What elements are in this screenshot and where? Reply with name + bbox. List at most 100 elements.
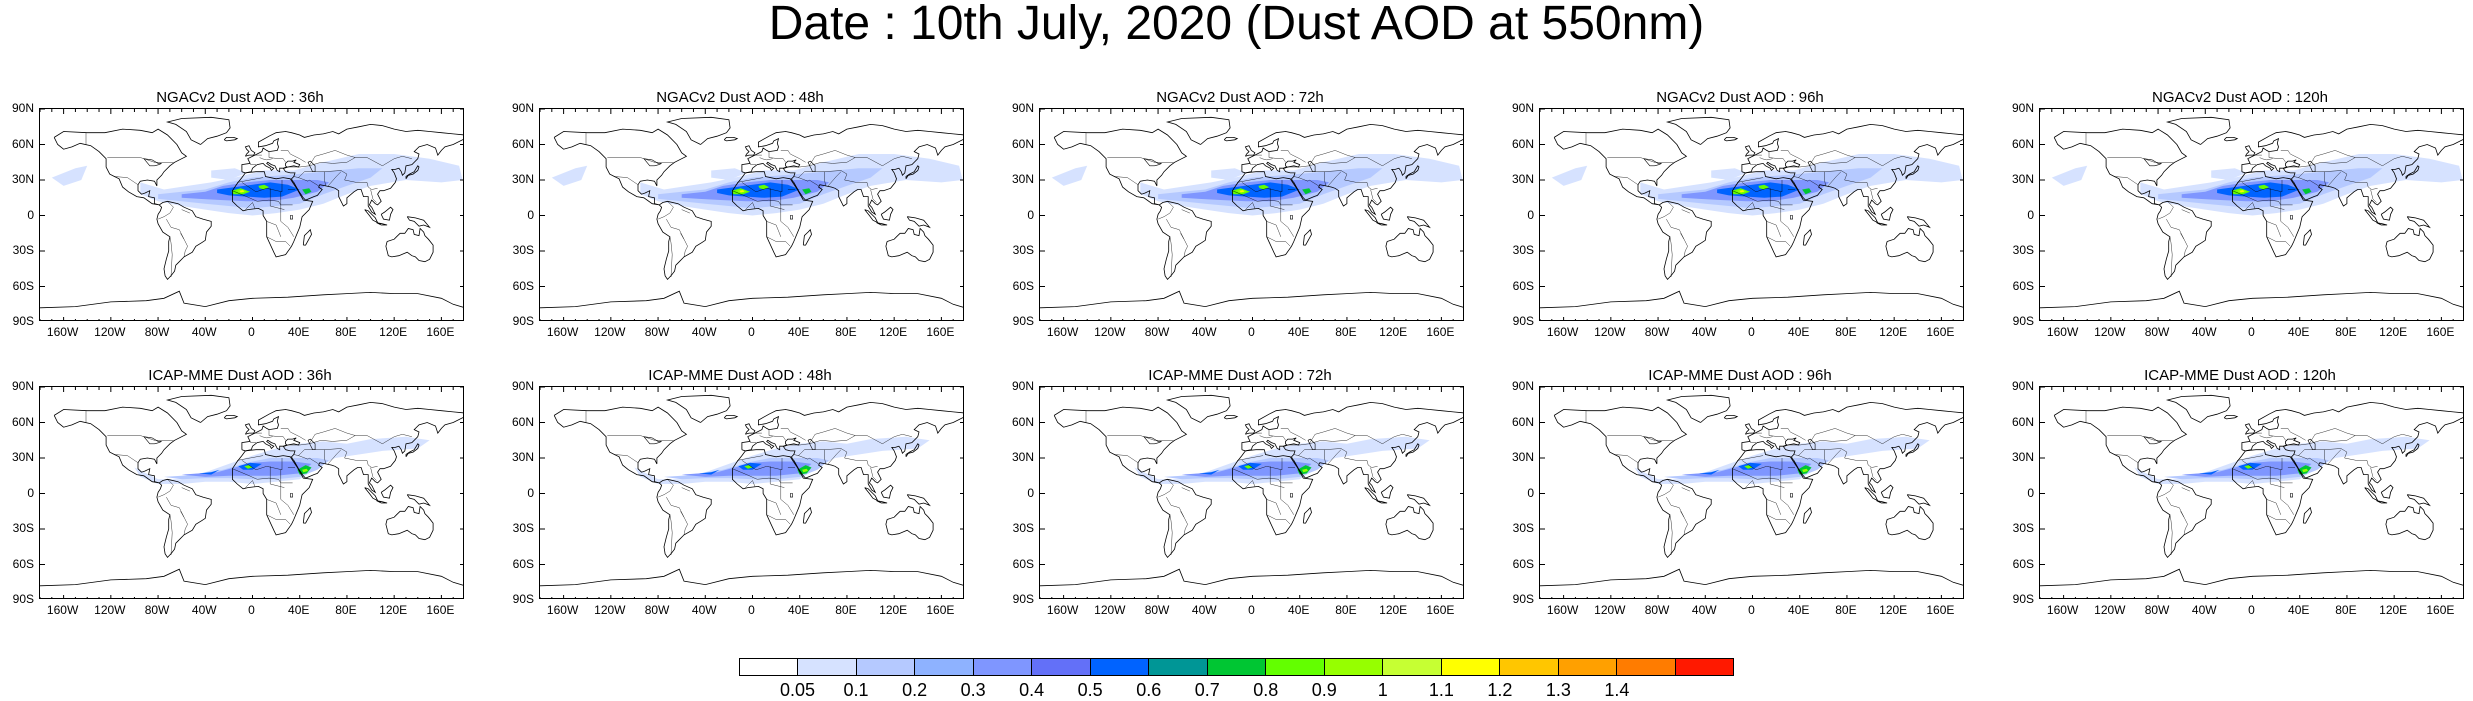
country-border — [669, 236, 673, 278]
country-border — [2286, 150, 2356, 168]
country-border — [1327, 449, 1342, 465]
country-border — [798, 449, 826, 464]
lat-label: 90S — [12, 592, 34, 606]
country-border — [1370, 467, 1377, 481]
lat-label: 90S — [1512, 314, 1534, 328]
lat-label: 90S — [2012, 592, 2034, 606]
coastline — [302, 228, 312, 246]
country-border — [1268, 429, 1286, 441]
country-border — [2237, 177, 2264, 183]
map-canvas — [1540, 109, 1963, 320]
country-border — [180, 511, 188, 535]
lon-label: 40E — [1788, 603, 1810, 617]
lon-label: 120E — [1379, 325, 1408, 339]
coastline — [1405, 443, 1420, 458]
lon-label: 0 — [248, 325, 255, 339]
country-border — [327, 449, 342, 465]
coastline — [223, 136, 239, 142]
country-border — [1745, 480, 1756, 488]
country-border — [1741, 180, 1783, 193]
lat-label: 30N — [511, 450, 534, 464]
map-canvas — [2040, 109, 2463, 320]
lon-label: 80W — [1644, 603, 1670, 617]
dust-aod-map — [1039, 386, 1464, 599]
country-border — [1266, 499, 1281, 515]
lon-label: 40W — [2191, 325, 2217, 339]
country-border — [780, 150, 806, 163]
country-border — [870, 189, 877, 203]
coastline — [2156, 200, 2212, 281]
country-border — [1768, 429, 1786, 441]
map-canvas — [1540, 387, 1963, 598]
country-border — [658, 201, 674, 220]
coastline — [2376, 500, 2388, 504]
colorbar-label: 0.8 — [1253, 680, 1279, 700]
country-border — [766, 221, 781, 237]
country-border — [780, 469, 794, 515]
lon-label: 160W — [546, 325, 579, 339]
lon-label: 120W — [94, 603, 126, 617]
lat-label: 90N — [511, 379, 534, 393]
lon-label: 80E — [1835, 325, 1857, 339]
coastline — [665, 116, 731, 145]
coastline — [2156, 478, 2212, 559]
coastline — [1744, 423, 1756, 435]
lon-label: 80E — [835, 325, 857, 339]
map-panel: ICAP-MME Dust AOD : 48h 90N 60N 30N 0 30S 60S 9… — [500, 367, 980, 652]
country-border — [1766, 499, 1781, 515]
country-border — [158, 201, 174, 220]
coastline — [744, 145, 756, 157]
lon-label: 40W — [1691, 603, 1717, 617]
coastline — [2376, 222, 2388, 226]
dust-plume-contour — [1699, 469, 1720, 475]
dust-aod-map — [539, 386, 964, 599]
country-border — [786, 150, 856, 168]
country-border — [745, 480, 756, 488]
lon-label: 160W — [1546, 325, 1579, 339]
coastline — [1165, 394, 1231, 423]
lon-label: 160E — [1426, 603, 1455, 617]
colorbar-swatch — [740, 659, 799, 675]
country-border — [2286, 428, 2356, 446]
country-border — [658, 479, 674, 498]
country-border — [1769, 466, 1785, 488]
country-border — [2169, 514, 2173, 556]
country-border — [1766, 514, 1791, 525]
coastline — [1880, 484, 1894, 499]
panel-title: ICAP-MME Dust AOD : 72h — [1148, 367, 1332, 384]
country-border — [2266, 221, 2281, 237]
colorbar-label: 0.6 — [1136, 680, 1162, 700]
coastline — [241, 123, 463, 216]
country-border — [286, 428, 356, 446]
lat-label: 30N — [1011, 450, 1034, 464]
colorbar-swatch — [1500, 659, 1559, 675]
country-border — [324, 448, 378, 468]
country-border — [2309, 434, 2412, 445]
coastline — [1223, 414, 1239, 420]
lat-label: 90N — [1511, 379, 1534, 393]
lon-label: 160E — [1426, 325, 1455, 339]
coastline — [2040, 290, 2463, 309]
country-border — [1793, 176, 1819, 187]
lon-label: 80E — [2335, 603, 2357, 617]
dust-plume-contour — [239, 190, 245, 193]
coastline — [723, 136, 739, 142]
country-border — [666, 219, 685, 240]
country-border — [107, 157, 174, 163]
country-border — [1158, 201, 1174, 220]
lake-outline — [2143, 436, 2162, 445]
country-border — [2181, 487, 2190, 492]
lat-label: 90S — [512, 592, 534, 606]
coastline — [1802, 228, 1812, 246]
country-border — [1237, 455, 1264, 461]
coastline — [385, 505, 434, 541]
dust-aod-map — [1539, 386, 1964, 599]
dust-plume-contour — [744, 465, 753, 469]
lat-label: 30N — [11, 450, 34, 464]
coastline — [1906, 494, 1931, 507]
lat-label: 0 — [27, 207, 34, 222]
map-canvas — [540, 109, 963, 320]
coastline — [1156, 478, 1212, 559]
country-border — [1681, 487, 1690, 492]
lake-outline — [1790, 493, 1793, 498]
